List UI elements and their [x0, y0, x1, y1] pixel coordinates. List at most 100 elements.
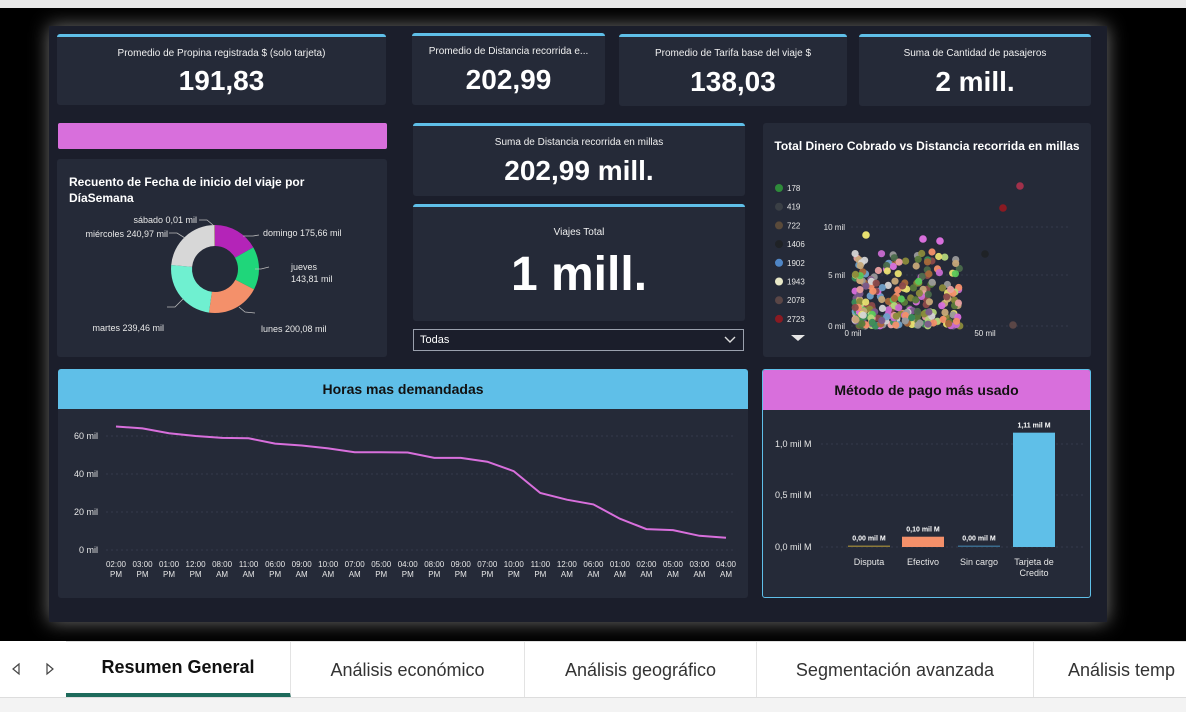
scatter-point	[943, 293, 951, 301]
scatter-point	[947, 285, 955, 294]
x-tick-label: 03:00	[133, 560, 154, 569]
filter-dropdown[interactable]: Todas	[413, 329, 744, 351]
chevron-down-icon	[724, 336, 736, 343]
scatter-point	[902, 257, 910, 265]
scatter-point	[858, 320, 866, 328]
scatter-point	[924, 290, 932, 298]
scatter-point	[935, 252, 943, 261]
donut-label-jueves-value: 143,81 mil	[291, 274, 333, 284]
y-tick-label: 5 mil	[828, 271, 845, 280]
scatter-point	[925, 298, 933, 306]
kpi-value: 202,99 mill.	[504, 155, 654, 186]
kpi-card-distance-avg[interactable]: Promedio de Distancia recorrida e... 202…	[412, 33, 605, 105]
payment-bar-chart: 1,0 mil M 0,5 mil M 0,0 mil M 0,00 mil M Dis…	[775, 423, 1085, 578]
tab-analisis-geografico[interactable]: Análisis geográfico	[525, 642, 757, 698]
scatter-point	[955, 264, 963, 272]
scatter-chart-card[interactable]: Total Dinero Cobrado vs Distancia recorr…	[763, 123, 1091, 357]
pink-banner-shape	[58, 123, 387, 149]
scatter-point	[925, 270, 933, 278]
scatter-point	[952, 259, 960, 267]
legend-marker	[775, 296, 783, 305]
x-tick-label: AM	[349, 570, 361, 579]
scatter-point	[918, 249, 926, 258]
tab-analisis-economico[interactable]: Análisis económico	[291, 642, 525, 698]
x-tick-label: 07:00	[477, 560, 498, 569]
prev-page-icon[interactable]	[10, 662, 24, 676]
x-tick-label: 10:00	[504, 560, 525, 569]
x-tick-label: AM	[296, 570, 308, 579]
kpi-card-trips[interactable]: Viajes Total 1 mill.	[413, 204, 745, 321]
x-tick-label: 01:00	[610, 560, 631, 569]
legend-marker	[775, 314, 783, 323]
x-tick-label: PM	[402, 570, 414, 579]
scatter-point	[901, 311, 910, 320]
y-tick-label: 0,0 mil M	[775, 542, 812, 552]
donut-label-domingo: domingo 175,66 mil	[263, 228, 342, 238]
legend-label: 1406	[787, 240, 805, 249]
x-tick-label: PM	[481, 570, 493, 579]
x-tick-label: PM	[190, 570, 202, 579]
line-chart-card[interactable]: Horas mas demandadas 60 mil 40 mil 20 mil 0…	[58, 369, 748, 598]
payment-chart-header: Método de pago más usado	[763, 370, 1090, 410]
scatter-point	[889, 262, 897, 271]
tab-resumen-general[interactable]: Resumen General	[66, 642, 291, 698]
legend-label: 1902	[787, 259, 805, 268]
scatter-point	[884, 281, 892, 289]
scatter-point	[868, 318, 876, 326]
scatter-point	[856, 262, 864, 270]
scatter-point	[929, 319, 938, 327]
payment-chart-card[interactable]: Método de pago más usado 1,0 mil M 0,5 mi…	[762, 369, 1091, 598]
scatter-point	[895, 258, 903, 266]
x-tick-label: 08:00	[424, 560, 445, 569]
kpi-label: Promedio de Propina registrada $ (solo t…	[117, 48, 326, 59]
kpi-card-tip[interactable]: Promedio de Propina registrada $ (solo t…	[57, 34, 386, 105]
scatter-point	[918, 272, 926, 280]
scatter-point-outlier	[919, 235, 927, 243]
donut-chart-card[interactable]: Recuento de Fecha de inicio del viaje po…	[57, 159, 387, 357]
y-tick-label: 1,0 mil M	[775, 439, 812, 449]
bar-data-label: 0,00 mil M	[962, 536, 996, 543]
kpi-label: Promedio de Distancia recorrida e...	[428, 46, 589, 57]
scatter-point	[941, 253, 949, 261]
x-tick-label: PM	[163, 570, 175, 579]
scatter-point	[884, 306, 892, 314]
x-tick-label: 01:00	[159, 560, 180, 569]
bar-data-label: 0,10 mil M	[906, 527, 940, 534]
x-tick-label: 10:00	[318, 560, 339, 569]
scatter-point	[883, 313, 891, 321]
tab-analisis-temporal[interactable]: Análisis temp	[1068, 659, 1176, 680]
bar-data-label: 1,11 mil M	[1017, 423, 1050, 430]
x-tick-label: PM	[428, 570, 440, 579]
x-tick-label: 09:00	[292, 560, 313, 569]
scatter-point	[859, 311, 867, 319]
x-tick-label: 12:00	[557, 560, 578, 569]
next-page-icon[interactable]	[42, 662, 56, 676]
scatter-point	[862, 282, 870, 290]
scatter-point	[874, 266, 882, 275]
scatter-point	[862, 298, 870, 306]
x-tick-label: PM	[455, 570, 467, 579]
x-tick-label: 0 mil	[845, 329, 862, 338]
x-tick-label: 12:00	[186, 560, 207, 569]
kpi-card-distance-sum[interactable]: Suma de Distancia recorrida en millas 20…	[413, 123, 745, 196]
y-tick-label: 0 mil	[79, 545, 98, 555]
tab-segmentacion-avanzada[interactable]: Segmentación avanzada	[757, 642, 1034, 698]
kpi-card-fare[interactable]: Promedio de Tarifa base del viaje $ 138,…	[619, 34, 847, 106]
scatter-point-outlier	[981, 250, 989, 258]
scatter-point	[914, 321, 922, 329]
kpi-label: Suma de Cantidad de pasajeros	[903, 48, 1047, 59]
legend-marker	[775, 240, 783, 249]
kpi-card-passengers[interactable]: Suma de Cantidad de pasajeros 2 mill.	[859, 34, 1091, 106]
legend-label: 419	[787, 203, 801, 212]
x-tick-label: 11:00	[531, 560, 551, 569]
kpi-value: 2 mill.	[935, 66, 1015, 97]
legend-marker	[775, 258, 783, 267]
legend-scroll-down-icon	[791, 335, 805, 341]
x-category-label: Efectivo	[907, 557, 939, 567]
scatter-point	[912, 262, 920, 270]
scatter-point	[851, 250, 859, 258]
scatter-point	[872, 279, 880, 287]
scatter-point	[909, 284, 917, 292]
kpi-value: 191,83	[178, 65, 265, 96]
